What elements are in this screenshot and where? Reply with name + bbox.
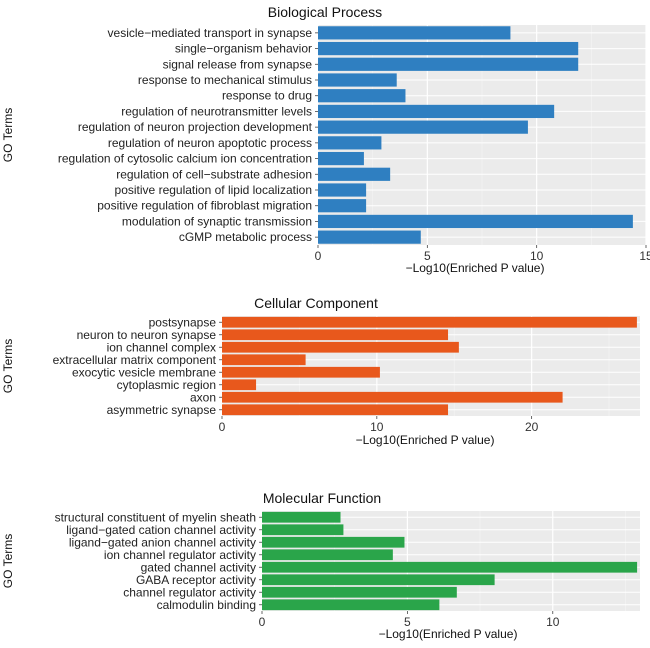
category-label: cGMP metabolic process <box>179 230 312 244</box>
bar-4[interactable] <box>318 73 397 87</box>
category-label: ion channel complex <box>107 340 216 354</box>
x-tick-label: 10 <box>370 420 384 434</box>
category-label: regulation of cell−substrate adhesion <box>116 167 312 181</box>
category-label: exocytic vesicle membrane <box>72 365 216 379</box>
category-label: regulation of cytosolic calcium ion conc… <box>58 152 312 166</box>
category-label: regulation of neurotransmitter levels <box>121 104 312 118</box>
bar-7[interactable] <box>222 391 563 403</box>
category-label: calmodulin binding <box>157 598 256 612</box>
category-label: structural constituent of myelin sheath <box>55 510 256 524</box>
panel-title: Molecular Function <box>263 490 381 506</box>
category-label: response to mechanical stimulus <box>138 73 312 87</box>
category-label: ligand−gated anion channel activity <box>69 535 256 549</box>
x-axis-label: −Log10(Enriched P value) <box>356 433 495 447</box>
category-label: vesicle−mediated transport in synapse <box>108 26 313 40</box>
category-label: asymmetric synapse <box>107 403 217 417</box>
x-axis-label: −Log10(Enriched P value) <box>406 261 545 275</box>
y-axis-label: GO Terms <box>1 534 15 588</box>
category-label: gated channel activity <box>141 560 256 574</box>
panel-mf: Molecular Function structural constituent… <box>1 490 640 641</box>
bar-2[interactable] <box>318 41 579 56</box>
bar-3[interactable] <box>262 536 405 548</box>
category-label: modulation of synaptic transmission <box>122 214 312 228</box>
x-tick-label: 10 <box>546 615 560 629</box>
bar-5[interactable] <box>222 366 380 378</box>
bar-7[interactable] <box>318 120 528 134</box>
bar-6[interactable] <box>262 574 495 586</box>
bar-7[interactable] <box>262 586 457 598</box>
bar-1[interactable] <box>318 26 511 40</box>
category-label: signal release from synapse <box>163 57 313 71</box>
bar-1[interactable] <box>262 511 341 523</box>
bar-1[interactable] <box>222 316 637 328</box>
category-label: extracellular matrix component <box>53 353 217 367</box>
bar-8[interactable] <box>318 136 382 150</box>
x-tick-label: 0 <box>315 249 322 263</box>
bar-3[interactable] <box>318 57 579 71</box>
bar-14[interactable] <box>318 230 421 244</box>
x-tick-label: 0 <box>259 615 266 629</box>
x-tick-label: 20 <box>525 420 539 434</box>
x-tick-label: 5 <box>424 249 431 263</box>
x-tick-label: 5 <box>404 615 411 629</box>
bar-10[interactable] <box>318 167 391 181</box>
x-tick-label: 10 <box>530 249 544 263</box>
x-axis-label: −Log10(Enriched P value) <box>379 627 518 641</box>
category-label: ion channel regulator activity <box>104 548 256 562</box>
x-tick-label: 0 <box>219 420 226 434</box>
y-axis-label: GO Terms <box>1 339 15 393</box>
bar-2[interactable] <box>222 329 449 341</box>
x-tick-label: 15 <box>639 249 650 263</box>
category-label: neuron to neuron synapse <box>77 328 217 342</box>
category-label: regulation of neuron projection developm… <box>78 120 313 134</box>
category-label: regulation of neuron apoptotic process <box>108 136 312 150</box>
bar-6[interactable] <box>318 104 555 119</box>
category-label: postsynapse <box>149 315 217 329</box>
panel-title: Cellular Component <box>254 295 378 311</box>
bar-2[interactable] <box>262 524 344 536</box>
category-label: channel regulator activity <box>123 585 256 599</box>
category-label: response to drug <box>222 89 312 103</box>
category-label: cytoplasmic region <box>117 378 216 392</box>
category-label: ligand−gated cation channel activity <box>66 523 256 537</box>
bar-11[interactable] <box>318 183 367 197</box>
bar-5[interactable] <box>318 89 406 103</box>
bar-3[interactable] <box>222 341 459 353</box>
category-label: single−organism behavior <box>175 42 312 56</box>
panel-bp: Biological Process vesicle−mediated trans… <box>1 4 650 275</box>
bar-12[interactable] <box>318 199 367 213</box>
panel-title: Biological Process <box>268 4 382 20</box>
y-axis-label: GO Terms <box>1 108 15 162</box>
bar-5[interactable] <box>262 561 638 573</box>
category-label: positive regulation of fibroblast migrat… <box>97 199 312 213</box>
bar-4[interactable] <box>262 549 393 561</box>
bar-4[interactable] <box>222 354 306 366</box>
category-label: axon <box>190 390 216 404</box>
bar-6[interactable] <box>222 379 257 391</box>
category-label: positive regulation of lipid localizatio… <box>115 183 312 197</box>
bar-9[interactable] <box>318 151 364 166</box>
bar-8[interactable] <box>262 599 440 611</box>
category-label: GABA receptor activity <box>136 573 256 587</box>
bar-8[interactable] <box>222 404 449 416</box>
bar-13[interactable] <box>318 214 633 229</box>
